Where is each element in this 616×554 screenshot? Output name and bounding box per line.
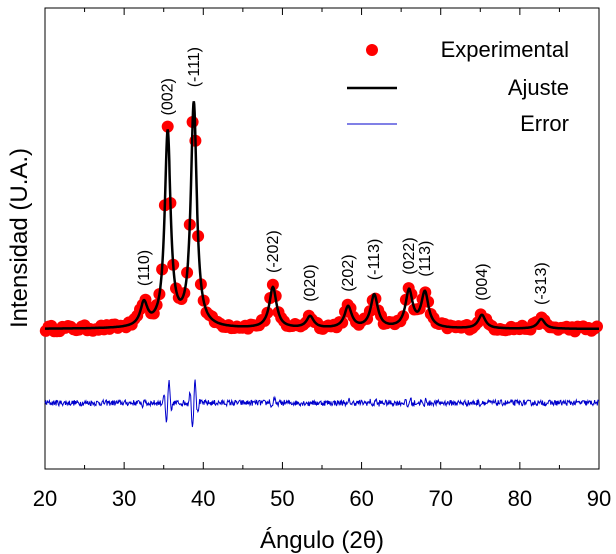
experimental-point	[266, 278, 279, 291]
fit-series	[45, 101, 599, 331]
x-tick-label: 90	[587, 486, 611, 511]
error-series	[44, 379, 600, 428]
x-tick-label: 20	[33, 486, 57, 511]
peak-label: (022)	[401, 237, 418, 274]
peak-label: (020)	[302, 264, 319, 301]
peak-label: (202)	[340, 254, 357, 291]
x-tick-label: 30	[112, 486, 136, 511]
peak-label: (-202)	[265, 230, 282, 273]
x-tick-label: 50	[270, 486, 294, 511]
legend: Experimental Ajuste Error	[347, 37, 569, 136]
experimental-point	[591, 320, 603, 333]
peak-label: (-313)	[533, 262, 550, 305]
experimental-point	[336, 316, 349, 329]
peak-label: (-113)	[366, 239, 383, 281]
x-axis-title: Ángulo (2θ)	[260, 527, 384, 554]
peak-label: (-111)	[186, 47, 203, 87]
experimental-series	[39, 116, 603, 338]
peak-label: (004)	[474, 263, 491, 300]
x-axis-ticks: 20 30 40 50 60 70 80 90	[33, 8, 611, 511]
x-tick-label: 60	[349, 486, 373, 511]
legend-marker-experimental	[366, 44, 378, 56]
x-tick-label: 40	[191, 486, 215, 511]
y-axis-title: Intensidad (U.A.)	[6, 148, 33, 328]
legend-label-ajuste: Ajuste	[508, 75, 569, 100]
x-tick-label: 70	[428, 486, 452, 511]
peak-label: (113)	[417, 241, 434, 277]
peak-labels: (110) (002) (-111) (-202) (020) (202) (-113) (0…	[136, 47, 550, 305]
experimental-point	[161, 120, 174, 133]
error-line	[44, 379, 600, 428]
legend-label-experimental: Experimental	[441, 37, 569, 62]
legend-label-error: Error	[520, 111, 569, 136]
fit-line	[45, 101, 599, 331]
peak-label: (002)	[160, 78, 177, 115]
x-tick-label: 80	[508, 486, 532, 511]
peak-label: (110)	[136, 250, 153, 286]
